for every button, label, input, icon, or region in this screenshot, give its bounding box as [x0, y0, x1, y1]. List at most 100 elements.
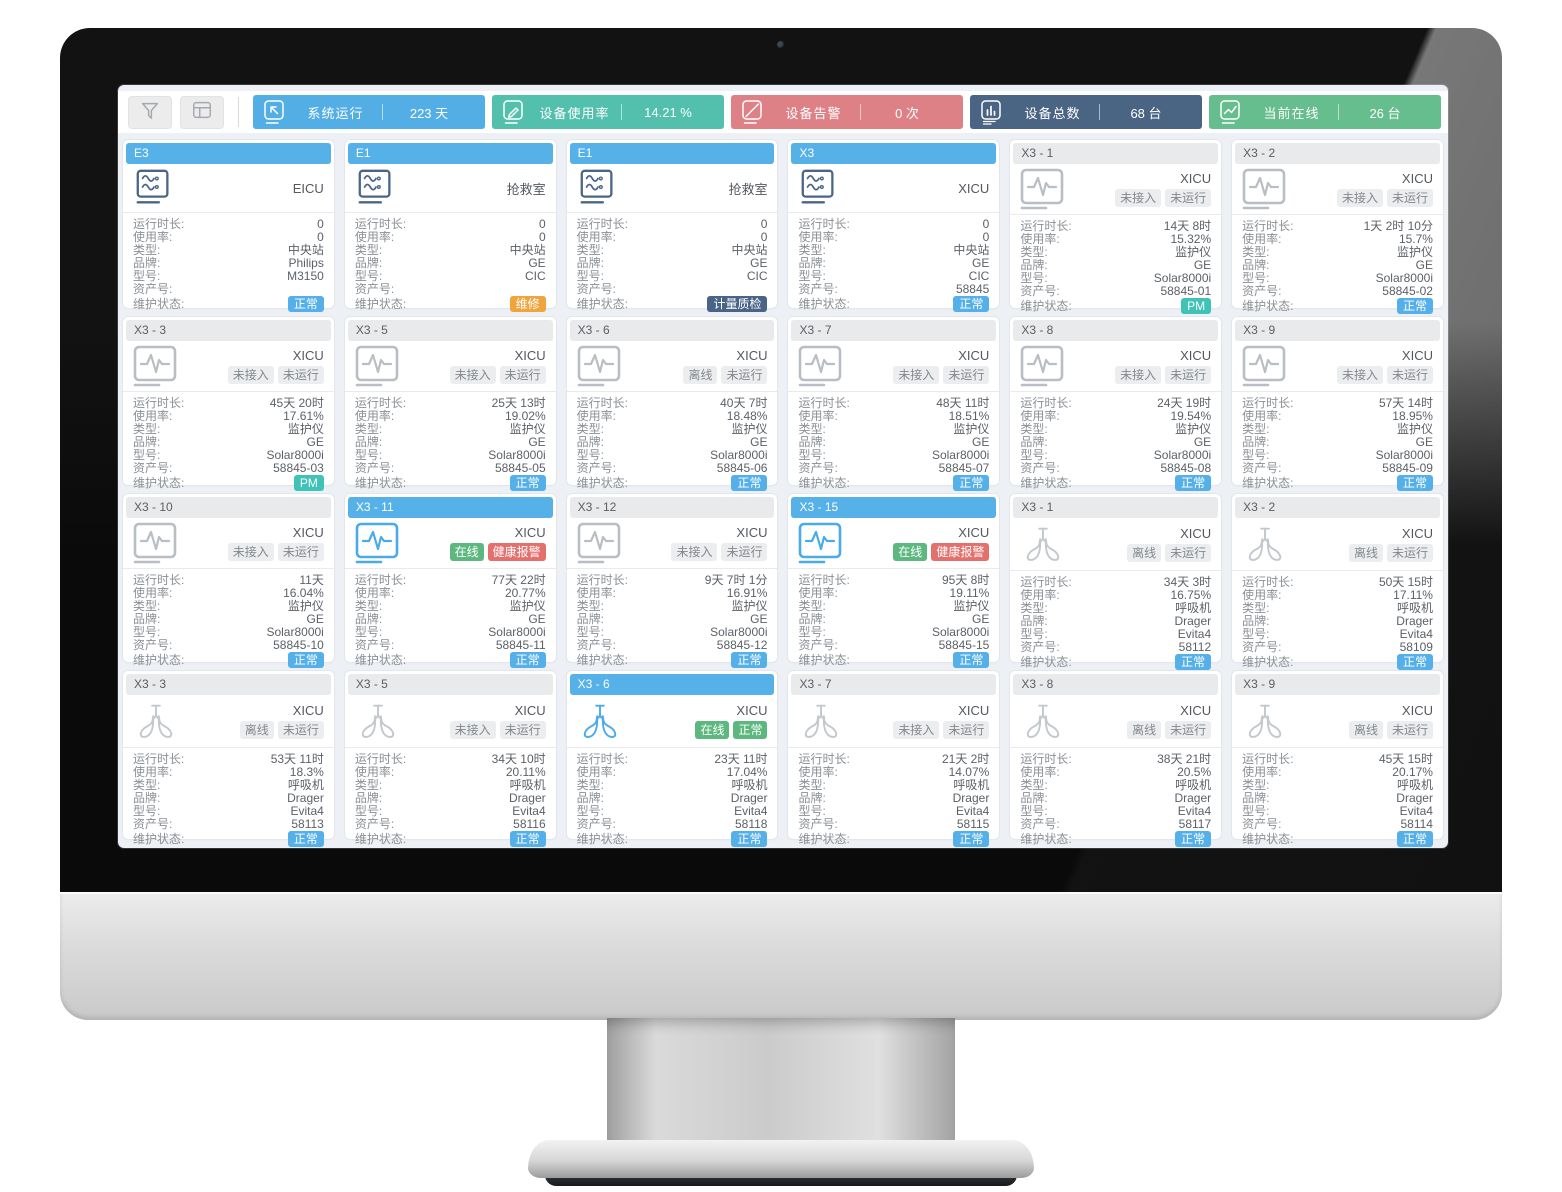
field-label: 维护状态: — [354, 475, 407, 490]
device-card[interactable]: X3 - 2 XICU 未接入 未运行 运行时长: 1天 2时 10分 使用率: 15… — [1232, 140, 1443, 314]
trend-icon — [1219, 99, 1245, 125]
field-label: 品牌: — [798, 256, 826, 270]
device-card[interactable]: X3 XICU 运行时长: 0 使用率: 0 类型: 中央站 品牌: GE 型号: CIC… — [788, 140, 1000, 312]
field-value: 58845-12 — [716, 638, 768, 652]
field-label: 资产号: — [798, 638, 838, 652]
status-badges: 未接入 未运行 — [1115, 366, 1212, 384]
field-row-maintenance: 维护状态: 正常 — [355, 475, 546, 491]
device-card[interactable]: X3 - 6 XICU 在线 正常 运行时长: 23天 11时 使用率: 17.04%… — [566, 671, 778, 847]
status-badge: 未接入 — [449, 366, 496, 384]
device-card[interactable]: X3 - 2 XICU 离线 未运行 运行时长: 50天 15时 使用率: 17.11… — [1232, 494, 1443, 670]
device-card[interactable]: X3 - 5 XICU 未接入 未运行 运行时长: 34天 10时 使用率: 20.1… — [344, 671, 556, 847]
device-summary-right: XICU 未接入 未运行 — [227, 348, 324, 384]
stat-system-runtime[interactable]: 系统运行 223 天 — [253, 95, 485, 129]
field-label: 型号: — [354, 269, 383, 283]
device-id-header: X3 - 9 — [1235, 320, 1440, 341]
location-label: XICU — [1180, 526, 1212, 541]
device-card[interactable]: X3 - 5 XICU 未接入 未运行 运行时长: 25天 13时 使用率: 19.0… — [344, 317, 556, 491]
field-label: 运行时长: — [1020, 575, 1072, 589]
device-fields: 运行时长: 34天 3时 使用率: 16.75% 类型: 呼吸机 品牌: Drager … — [1010, 571, 1221, 676]
maintenance-badge: PM — [1181, 298, 1212, 314]
field-row-maintenance: 维护状态: PM — [133, 475, 324, 491]
field-label: 类型: — [133, 599, 161, 613]
card-divider — [1232, 391, 1443, 392]
device-fields: 运行时长: 21天 2时 使用率: 14.07% 类型: 呼吸机 品牌: Drager … — [788, 748, 999, 848]
stat-label: 当前在线 — [1263, 105, 1320, 121]
field-row-type: 类型: 监护仪 — [355, 600, 546, 613]
device-card[interactable]: E1 抢救室 运行时长: 0 使用率: 0 类型: 中央站 品牌: GE 型号: CIC … — [344, 140, 556, 312]
field-row-model: 型号: Evita4 — [577, 805, 768, 818]
field-value: Evita4 — [1399, 627, 1433, 641]
device-card[interactable]: X3 - 1 XICU 离线 未运行 运行时长: 34天 3时 使用率: 16.75%… — [1010, 494, 1222, 670]
field-value: 58113 — [291, 817, 324, 831]
field-value: 1天 2时 10分 — [1363, 219, 1433, 233]
device-id-header: X3 — [791, 143, 997, 164]
device-card[interactable]: X3 - 10 XICU 未接入 未运行 运行时长: 11天 使用率: 16.04% … — [123, 494, 334, 668]
field-label: 资产号: — [354, 817, 395, 831]
device-card[interactable]: X3 - 11 XICU 在线 健康报警 运行时长: 77天 22时 使用率: 20.… — [344, 494, 556, 668]
card-divider — [1232, 747, 1443, 748]
device-card[interactable]: X3 - 8 XICU 离线 未运行 运行时长: 38天 21时 使用率: 20.5%… — [1010, 671, 1222, 847]
device-card[interactable]: X3 - 9 XICU 未接入 未运行 运行时长: 57天 14时 使用率: 18.9… — [1232, 317, 1443, 491]
device-card[interactable]: X3 - 7 XICU 未接入 未运行 运行时长: 48天 11时 使用率: 18.5… — [788, 317, 1000, 491]
stat-device-alarms[interactable]: 设备告警 0 次 — [731, 95, 963, 129]
stat-online-now[interactable]: 当前在线 26 台 — [1209, 95, 1441, 129]
device-card[interactable]: X3 - 12 XICU 未接入 未运行 运行时长: 9天 7时 1分 使用率: 16… — [566, 494, 778, 668]
field-value: 0 — [760, 217, 768, 231]
central-station-icon — [133, 168, 181, 208]
field-value: 58116 — [513, 817, 546, 831]
field-label: 类型: — [133, 778, 161, 792]
field-label: 运行时长: — [1242, 752, 1294, 766]
field-label: 维护状态: — [576, 296, 628, 311]
device-card[interactable]: E3 EICU 运行时长: 0 使用率: 0 类型: 中央站 品牌: Philips 型… — [123, 140, 334, 312]
field-label: 资产号: — [576, 461, 616, 475]
field-label: 型号: — [354, 804, 383, 818]
device-summary: XICU 未接入 未运行 — [123, 341, 334, 391]
field-label: 类型: — [1020, 422, 1048, 436]
filter-button[interactable] — [128, 95, 172, 129]
field-value: 0 — [317, 217, 324, 231]
device-card[interactable]: X3 - 1 XICU 未接入 未运行 运行时长: 14天 8时 使用率: 15.32… — [1010, 140, 1222, 314]
field-label: 运行时长: — [1242, 396, 1294, 410]
stat-divider — [1338, 104, 1339, 120]
stat-device-total[interactable]: 设备总数 68 台 — [970, 95, 1202, 129]
stat-device-usage[interactable]: 设备使用率 14.21 % — [492, 95, 724, 129]
device-card[interactable]: X3 - 8 XICU 未接入 未运行 运行时长: 24天 19时 使用率: 19.5… — [1010, 317, 1222, 491]
device-card[interactable]: E1 抢救室 运行时长: 0 使用率: 0 类型: 中央站 品牌: GE 型号: CIC … — [566, 140, 778, 312]
field-value: 20.11% — [505, 765, 546, 779]
field-row-asset: 资产号: 58845-02 — [1242, 285, 1433, 298]
device-card[interactable]: X3 - 7 XICU 未接入 未运行 运行时长: 21天 2时 使用率: 14.07… — [788, 671, 1000, 847]
maintenance-badge: 正常 — [1175, 654, 1212, 670]
field-label: 使用率: — [576, 586, 616, 600]
field-label: 使用率: — [798, 409, 838, 423]
location-label: XICU — [1401, 703, 1433, 718]
field-label: 资产号: — [576, 638, 616, 652]
device-card[interactable]: X3 - 15 XICU 在线 健康报警 运行时长: 95天 8时 使用率: 19.1… — [788, 494, 1000, 668]
field-row-runtime: 运行时长: 24天 19时 — [1020, 397, 1211, 410]
field-value: 34天 10时 — [491, 752, 546, 766]
field-row-model: 型号: Evita4 — [798, 805, 989, 818]
field-row-brand: 品牌: GE — [355, 613, 546, 626]
ventilator-icon — [355, 699, 403, 743]
field-label: 运行时长: — [798, 396, 850, 410]
field-label: 使用率: — [133, 765, 173, 779]
device-card[interactable]: X3 - 6 XICU 离线 未运行 运行时长: 40天 7时 使用率: 18.48%… — [566, 317, 778, 491]
field-value: Solar8000i — [488, 625, 546, 639]
device-fields: 运行时长: 0 使用率: 0 类型: 中央站 品牌: Philips 型号: M3150 … — [123, 213, 334, 318]
field-row-asset: 资产号: 58845-03 — [133, 462, 324, 475]
device-card[interactable]: X3 - 9 XICU 离线 未运行 运行时长: 45天 15时 使用率: 20.17… — [1232, 671, 1443, 847]
device-card[interactable]: X3 - 3 XICU 离线 未运行 运行时长: 53天 11时 使用率: 18.3%… — [123, 671, 334, 847]
field-row-asset: 资产号: — [355, 283, 546, 296]
field-row-asset: 资产号: 58112 — [1020, 641, 1211, 654]
location-label: XICU — [1401, 348, 1433, 363]
field-row-runtime: 运行时长: 34天 3时 — [1020, 576, 1211, 589]
field-value: 呼吸机 — [287, 778, 324, 792]
field-label: 类型: — [576, 422, 604, 436]
field-label: 运行时长: — [798, 573, 850, 587]
layout-button[interactable] — [180, 95, 224, 129]
patient-monitor-icon — [1242, 345, 1290, 387]
device-card[interactable]: X3 - 3 XICU 未接入 未运行 运行时长: 45天 20时 使用率: 17.6… — [123, 317, 334, 491]
ventilator-icon — [133, 699, 181, 743]
device-summary-right: XICU — [958, 181, 989, 196]
field-label: 类型: — [133, 422, 161, 436]
